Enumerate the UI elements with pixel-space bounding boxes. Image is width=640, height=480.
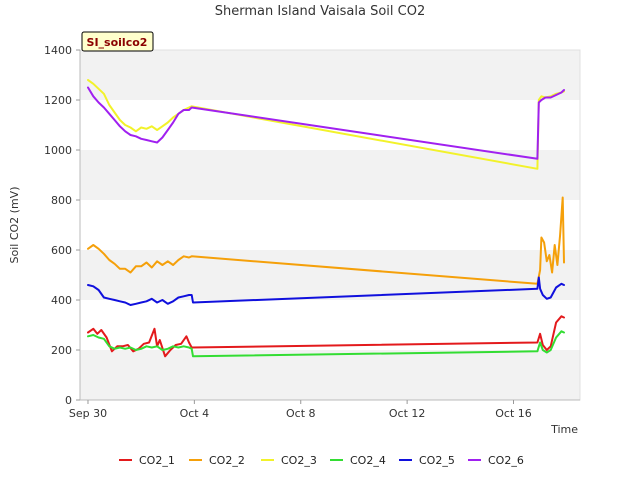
series-line-co2-6 <box>87 86 565 160</box>
chart-title: Sherman Island Vaisala Soil CO2 <box>215 4 425 19</box>
x-axis-ticks: Sep 30 Oct 4 Oct 8 Oct 12 Oct 16 <box>69 400 532 420</box>
x-tick-label: Oct 8 <box>286 407 316 420</box>
y-tick-label: 400 <box>51 294 72 307</box>
legend-label: CO2_4 <box>350 454 386 467</box>
y-axis-label: Soil CO2 (mV) <box>8 187 21 264</box>
y-tick-label: 0 <box>65 394 72 407</box>
legend-label: CO2_5 <box>419 454 455 467</box>
y-tick-label: 600 <box>51 244 72 257</box>
band <box>80 250 580 300</box>
x-tick-label: Oct 16 <box>495 407 532 420</box>
band <box>80 50 580 100</box>
x-tick-label: Sep 30 <box>69 407 107 420</box>
site-tag: SI_soilco2 <box>81 31 154 52</box>
series-line-co2-5 <box>87 276 565 306</box>
legend-label: CO2_1 <box>139 454 175 467</box>
y-tick-label: 200 <box>51 344 72 357</box>
band <box>80 300 580 350</box>
legend-item[interactable]: CO2_6 <box>468 454 524 467</box>
series-line-co2-2 <box>87 196 565 285</box>
legend-item[interactable]: CO2_5 <box>399 454 455 467</box>
y-tick-label: 1000 <box>44 144 72 157</box>
y-tick-label: 1200 <box>44 94 72 107</box>
legend-item[interactable]: CO2_2 <box>189 454 245 467</box>
legend-label: CO2_2 <box>209 454 245 467</box>
series-line-co2-1 <box>87 315 565 358</box>
plot-frame <box>79 49 581 401</box>
site-tag-label: SI_soilco2 <box>87 36 148 49</box>
x-tick-label: Oct 4 <box>180 407 210 420</box>
series-line-co2-3 <box>87 79 565 170</box>
series-layer <box>87 79 565 358</box>
legend-label: CO2_3 <box>281 454 317 467</box>
legend-item[interactable]: CO2_4 <box>330 454 386 467</box>
legend-item[interactable]: CO2_3 <box>261 454 317 467</box>
band <box>80 150 580 200</box>
band <box>80 200 580 250</box>
y-tick-label: 1400 <box>44 44 72 57</box>
x-axis-label: Time <box>550 423 578 436</box>
x-tick-label: Oct 12 <box>389 407 426 420</box>
series-line-co2-4 <box>87 330 565 358</box>
legend-label: CO2_6 <box>488 454 524 467</box>
legend: CO2_1 CO2_2 CO2_3 CO2_4 CO2_5 CO2_6 <box>119 454 524 467</box>
y-tick-label: 800 <box>51 194 72 207</box>
site-tag-box <box>81 31 154 52</box>
band <box>80 350 580 400</box>
y-axis-ticks: 0 200 400 600 800 1000 1200 1400 <box>44 44 80 407</box>
legend-item[interactable]: CO2_1 <box>119 454 175 467</box>
background-bands <box>80 50 580 400</box>
